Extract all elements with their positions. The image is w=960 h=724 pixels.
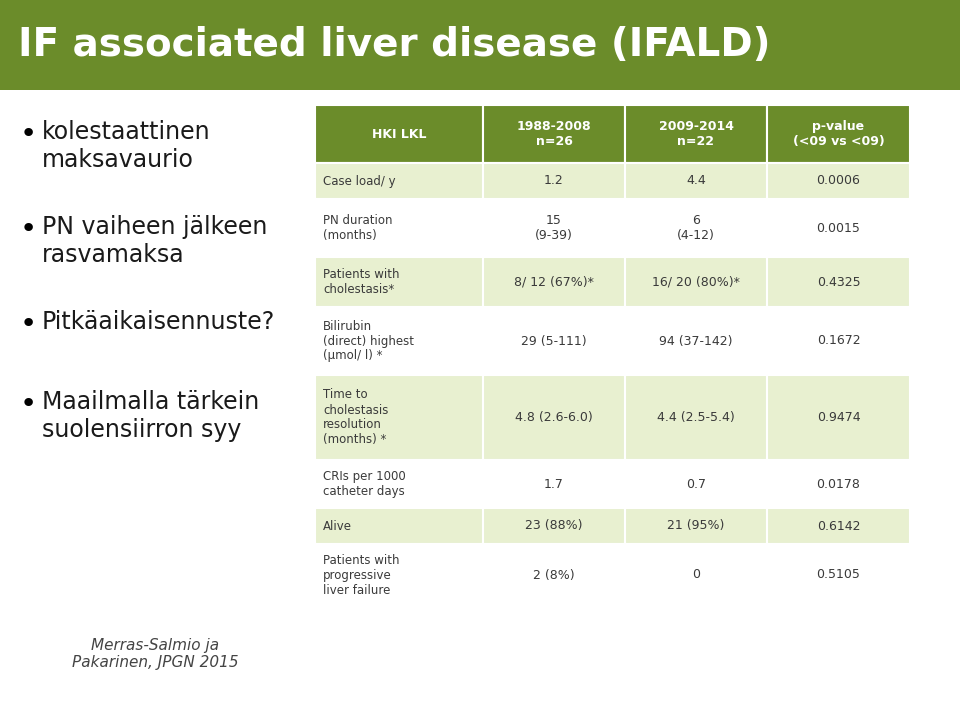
Text: •: • <box>20 120 37 148</box>
Text: 0.5105: 0.5105 <box>817 568 860 581</box>
Text: 2009-2014
n=22: 2009-2014 n=22 <box>659 120 733 148</box>
Bar <box>483 257 625 307</box>
Text: 8/ 12 (67%)*: 8/ 12 (67%)* <box>514 276 594 288</box>
Bar <box>483 460 625 508</box>
Text: Alive: Alive <box>323 520 352 532</box>
Text: 0.4325: 0.4325 <box>817 276 860 288</box>
Text: 4.8 (2.6-6.0): 4.8 (2.6-6.0) <box>516 411 593 424</box>
Bar <box>767 163 910 199</box>
Bar <box>315 508 483 544</box>
Text: 29 (5-111): 29 (5-111) <box>521 334 587 348</box>
Text: 1.7: 1.7 <box>544 478 564 490</box>
Bar <box>625 375 767 460</box>
Bar <box>0 0 960 90</box>
Text: Patients with
cholestasis*: Patients with cholestasis* <box>323 268 399 296</box>
Text: 2 (8%): 2 (8%) <box>533 568 575 581</box>
Bar <box>767 375 910 460</box>
Bar <box>767 257 910 307</box>
Text: 0.9474: 0.9474 <box>817 411 860 424</box>
Bar <box>625 508 767 544</box>
Text: 4.4: 4.4 <box>686 174 706 188</box>
Text: Maailmalla tärkein
suolensiirron syy: Maailmalla tärkein suolensiirron syy <box>42 390 259 442</box>
Text: •: • <box>20 310 37 338</box>
Text: 6
(4-12): 6 (4-12) <box>677 214 715 242</box>
Text: HKI LKL: HKI LKL <box>372 127 426 140</box>
Text: 15
(9-39): 15 (9-39) <box>535 214 573 242</box>
Text: 21 (95%): 21 (95%) <box>667 520 725 532</box>
Text: Pitkäaikaisennuste?: Pitkäaikaisennuste? <box>42 310 276 334</box>
Text: 0.0015: 0.0015 <box>817 222 860 235</box>
Bar <box>483 105 625 163</box>
Text: Case load/ y: Case load/ y <box>323 174 396 188</box>
Text: CRIs per 1000
catheter days: CRIs per 1000 catheter days <box>323 470 406 498</box>
Bar <box>483 307 625 375</box>
Text: Merras-Salmio ja
Pakarinen, JPGN 2015: Merras-Salmio ja Pakarinen, JPGN 2015 <box>72 638 238 670</box>
Bar <box>315 257 483 307</box>
Text: kolestaattinen
maksavaurio: kolestaattinen maksavaurio <box>42 120 210 172</box>
Text: 0.7: 0.7 <box>686 478 706 490</box>
Bar <box>483 199 625 257</box>
Bar <box>625 460 767 508</box>
Text: Patients with
progressive
liver failure: Patients with progressive liver failure <box>323 554 399 597</box>
Text: 0.6142: 0.6142 <box>817 520 860 532</box>
Text: PN vaiheen jälkeen
rasvamaksa: PN vaiheen jälkeen rasvamaksa <box>42 215 268 267</box>
Text: 1.2: 1.2 <box>544 174 564 188</box>
Text: 0.0006: 0.0006 <box>817 174 860 188</box>
Bar <box>767 199 910 257</box>
Bar <box>483 163 625 199</box>
Text: p-value
(<09 vs <09): p-value (<09 vs <09) <box>793 120 884 148</box>
Text: 0: 0 <box>692 568 700 581</box>
Bar <box>625 257 767 307</box>
Text: •: • <box>20 390 37 418</box>
Text: PN duration
(months): PN duration (months) <box>323 214 393 242</box>
Text: 16/ 20 (80%)*: 16/ 20 (80%)* <box>652 276 740 288</box>
Bar <box>625 307 767 375</box>
Text: 1988-2008
n=26: 1988-2008 n=26 <box>516 120 591 148</box>
Bar <box>483 375 625 460</box>
Bar <box>625 105 767 163</box>
Text: Time to
cholestasis
resolution
(months) *: Time to cholestasis resolution (months) … <box>323 389 389 447</box>
Text: 4.4 (2.5-5.4): 4.4 (2.5-5.4) <box>658 411 734 424</box>
Bar <box>483 544 625 606</box>
Bar <box>315 460 483 508</box>
Bar <box>767 544 910 606</box>
Bar <box>315 544 483 606</box>
Text: 94 (37-142): 94 (37-142) <box>660 334 732 348</box>
Bar <box>315 375 483 460</box>
Text: Bilirubin
(direct) highest
(µmol/ l) *: Bilirubin (direct) highest (µmol/ l) * <box>323 319 414 363</box>
Bar <box>767 508 910 544</box>
Bar <box>483 508 625 544</box>
Text: •: • <box>20 215 37 243</box>
Bar <box>315 105 483 163</box>
Bar <box>315 307 483 375</box>
Bar <box>625 544 767 606</box>
Text: 0.1672: 0.1672 <box>817 334 860 348</box>
Text: 23 (88%): 23 (88%) <box>525 520 583 532</box>
Text: IF associated liver disease (IFALD): IF associated liver disease (IFALD) <box>18 26 771 64</box>
Bar <box>315 199 483 257</box>
Bar <box>767 460 910 508</box>
Bar <box>625 163 767 199</box>
Text: 0.0178: 0.0178 <box>817 478 860 490</box>
Bar <box>767 105 910 163</box>
Bar <box>625 199 767 257</box>
Bar <box>767 307 910 375</box>
Bar <box>315 163 483 199</box>
